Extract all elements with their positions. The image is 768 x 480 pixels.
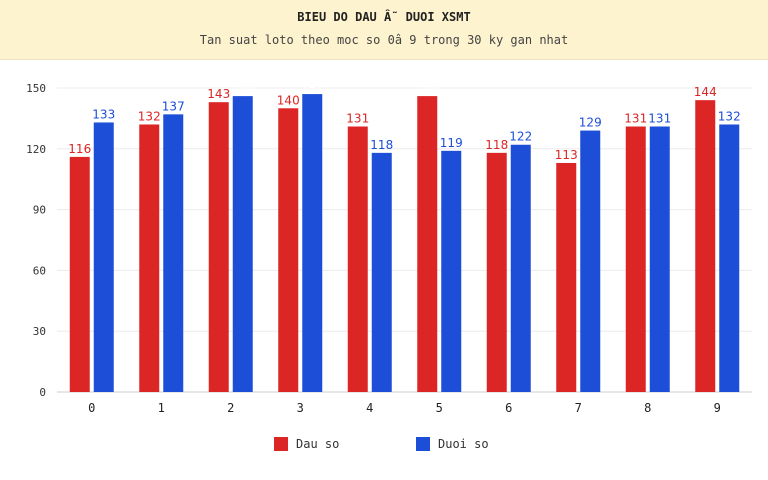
legend-swatch-duoi <box>416 437 430 451</box>
bar-dau <box>625 126 646 393</box>
bar-duoi <box>441 150 462 392</box>
x-tick-label: 6 <box>505 401 512 415</box>
data-label: 131 <box>624 112 647 126</box>
legend-item-duoi[interactable]: Duoi so <box>416 436 489 452</box>
data-label: 129 <box>579 116 602 130</box>
chart-subtitle: Tan suat loto theo moc so 0â 9 trong 30 … <box>199 33 569 47</box>
bar-duoi <box>649 126 670 393</box>
bar-duoi <box>302 94 323 392</box>
data-label: 132 <box>138 109 161 123</box>
data-label: 131 <box>346 112 369 126</box>
data-label: 133 <box>92 107 115 121</box>
data-label: 116 <box>68 142 91 156</box>
y-tick-label: 90 <box>33 204 46 217</box>
bar-dau <box>486 152 507 392</box>
bar-dau <box>347 126 368 393</box>
bar-duoi <box>510 144 531 392</box>
data-label: 146 <box>231 81 254 95</box>
bar-duoi <box>232 96 253 393</box>
bar-duoi <box>580 130 601 392</box>
x-tick-label: 7 <box>575 401 582 415</box>
data-label: 122 <box>509 130 532 144</box>
data-label: 113 <box>555 148 578 162</box>
x-tick-label: 0 <box>88 401 95 415</box>
data-label: 132 <box>718 109 741 123</box>
data-label: 137 <box>162 99 185 113</box>
bar-dau <box>417 96 438 393</box>
bar-dau <box>69 156 90 392</box>
bar-dau <box>695 100 716 392</box>
data-label: 118 <box>370 138 393 152</box>
legend-label-dau: Dau so <box>296 437 340 451</box>
y-tick-label: 0 <box>39 386 46 399</box>
legend-item-dau[interactable]: Dau so <box>274 436 339 452</box>
legend-swatch-dau <box>274 437 288 451</box>
bar-dau <box>208 102 229 392</box>
data-label: 119 <box>440 136 463 150</box>
data-label: 131 <box>648 112 671 126</box>
x-tick-label: 4 <box>366 401 373 415</box>
x-tick-label: 9 <box>714 401 721 415</box>
x-tick-label: 3 <box>297 401 304 415</box>
data-label: 147 <box>301 79 324 93</box>
y-tick-label: 120 <box>26 143 46 156</box>
legend-label-duoi: Duoi so <box>438 437 489 451</box>
bar-dau <box>278 108 299 393</box>
chart-header: BIEU DO DAU Â˜ DUOI XSMT Tan suat loto t… <box>0 0 768 60</box>
x-tick-label: 2 <box>227 401 234 415</box>
data-label: 140 <box>277 93 300 107</box>
bar-duoi <box>719 124 740 392</box>
data-label: 144 <box>694 85 717 99</box>
bar-duoi <box>371 152 392 392</box>
x-tick-label: 8 <box>644 401 651 415</box>
bar-dau <box>556 162 577 392</box>
data-label: 118 <box>485 138 508 152</box>
y-tick-label: 30 <box>33 325 46 338</box>
x-tick-label: 1 <box>158 401 165 415</box>
y-tick-label: 60 <box>33 264 46 277</box>
data-label: 146 <box>416 81 439 95</box>
x-tick-label: 5 <box>436 401 443 415</box>
y-tick-label: 150 <box>26 82 46 95</box>
bar-duoi <box>93 122 114 392</box>
data-label: 143 <box>207 87 230 101</box>
bar-dau <box>139 124 160 392</box>
chart-title: BIEU DO DAU Â˜ DUOI XSMT <box>297 10 471 24</box>
bar-duoi <box>163 114 184 392</box>
